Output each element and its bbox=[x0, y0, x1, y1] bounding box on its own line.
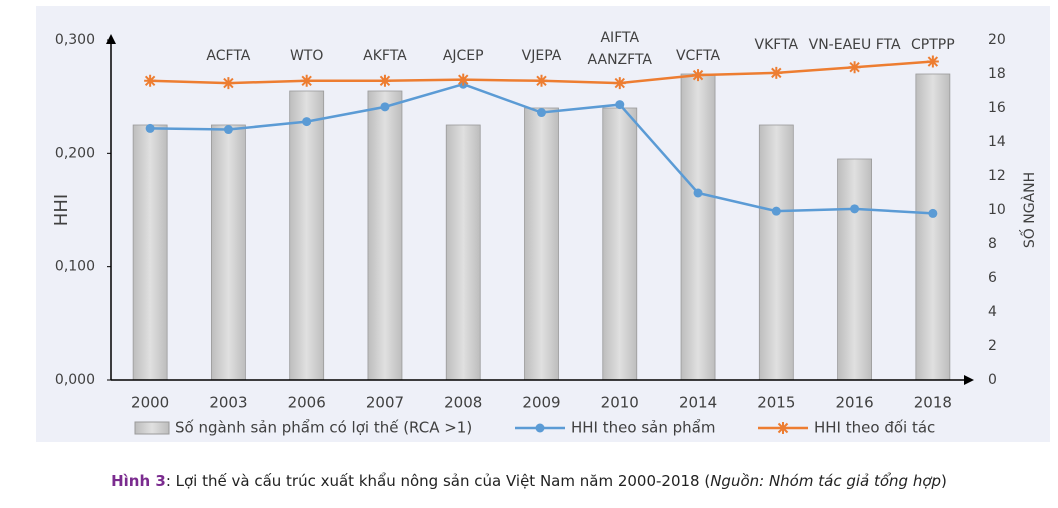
y-tick-label: 0,000 bbox=[55, 372, 95, 388]
caption-label: Hình 3 bbox=[111, 472, 166, 490]
marker bbox=[380, 102, 390, 112]
x-tick-label: 2018 bbox=[914, 394, 952, 412]
bar bbox=[132, 124, 168, 381]
x-tick-label: 2010 bbox=[601, 394, 639, 412]
marker bbox=[613, 77, 626, 90]
marker bbox=[771, 206, 781, 216]
marker bbox=[223, 125, 233, 135]
annotation: AKFTA bbox=[363, 48, 407, 64]
annotation: WTO bbox=[290, 48, 323, 64]
marker bbox=[300, 74, 313, 87]
marker bbox=[535, 74, 548, 87]
marker bbox=[693, 188, 703, 198]
y2-tick-label: 0 bbox=[988, 372, 997, 388]
bar bbox=[915, 73, 951, 381]
y-axis-arrow bbox=[106, 34, 116, 44]
marker bbox=[850, 204, 860, 214]
annotation: AJCEP bbox=[443, 48, 484, 64]
legend-marker bbox=[777, 422, 789, 434]
legend-marker bbox=[535, 423, 545, 433]
x-tick-label: 2000 bbox=[131, 394, 169, 412]
bar bbox=[211, 124, 246, 381]
annotation: CPTPP bbox=[911, 37, 955, 53]
x-tick-label: 2014 bbox=[679, 394, 717, 412]
bar bbox=[445, 124, 481, 381]
bar bbox=[524, 107, 559, 381]
y2-tick-label: 18 bbox=[988, 66, 1006, 82]
y2-tick-label: 10 bbox=[988, 202, 1006, 218]
marker bbox=[302, 117, 312, 127]
y2-tick-label: 4 bbox=[988, 304, 997, 320]
y-axis-label: HHI bbox=[51, 194, 72, 226]
marker bbox=[145, 123, 155, 133]
annotation: VJEPA bbox=[522, 48, 562, 64]
legend-label: HHI theo sản phẩm bbox=[571, 419, 715, 437]
x-tick-label: 2016 bbox=[835, 394, 873, 412]
y-tick-label: 0,100 bbox=[55, 259, 95, 275]
marker bbox=[144, 74, 157, 87]
x-tick-label: 2007 bbox=[366, 394, 404, 412]
marker bbox=[848, 61, 861, 74]
annotation: AANZFTA bbox=[588, 52, 653, 68]
y-tick-label: 0,200 bbox=[55, 145, 95, 161]
marker bbox=[378, 74, 391, 87]
marker bbox=[926, 55, 939, 68]
y2-tick-label: 8 bbox=[988, 236, 997, 252]
bar bbox=[837, 158, 872, 381]
caption-text: : Lợi thế và cấu trúc xuất khẩu nông sản… bbox=[166, 472, 710, 490]
bar bbox=[758, 124, 794, 381]
x-tick-label: 2015 bbox=[757, 394, 795, 412]
marker bbox=[928, 208, 938, 218]
legend-swatch bbox=[134, 421, 170, 435]
marker bbox=[222, 77, 235, 90]
y2-tick-label: 20 bbox=[988, 32, 1006, 48]
caption-end: ) bbox=[941, 472, 947, 490]
marker bbox=[770, 66, 783, 79]
bar bbox=[289, 90, 325, 381]
y2-tick-label: 14 bbox=[988, 134, 1006, 150]
annotation: ACFTA bbox=[206, 48, 250, 64]
x-tick-label: 2006 bbox=[288, 394, 326, 412]
bar bbox=[680, 73, 716, 381]
marker bbox=[692, 69, 705, 82]
x-tick-label: 2009 bbox=[522, 394, 560, 412]
annotation: VCFTA bbox=[676, 48, 721, 64]
legend-label: Số ngành sản phẩm có lợi thế (RCA >1) bbox=[175, 419, 472, 437]
y2-tick-label: 6 bbox=[988, 270, 997, 286]
caption-source: Nguồn: Nhóm tác giả tổng hợp bbox=[710, 472, 941, 490]
annotation: VKFTA bbox=[755, 37, 799, 53]
marker bbox=[615, 100, 625, 110]
x-tick-label: 2008 bbox=[444, 394, 482, 412]
x-axis-arrow bbox=[964, 375, 974, 385]
y2-axis-label: SỐ NGÀNH bbox=[1019, 172, 1038, 248]
caption: Hình 3: Lợi thế và cấu trúc xuất khẩu nô… bbox=[111, 472, 947, 490]
x-tick-label: 2003 bbox=[209, 394, 247, 412]
marker bbox=[537, 108, 546, 118]
y2-tick-label: 16 bbox=[988, 100, 1006, 116]
y-tick-label: 0,300 bbox=[55, 32, 95, 48]
y2-tick-label: 2 bbox=[988, 338, 997, 354]
marker bbox=[457, 73, 470, 86]
legend-label: HHI theo đối tác bbox=[814, 419, 935, 437]
bar bbox=[367, 90, 403, 381]
annotation: VN-EAEU FTA bbox=[809, 37, 901, 53]
y2-tick-label: 12 bbox=[988, 168, 1006, 184]
annotation: AIFTA bbox=[600, 30, 639, 46]
bar bbox=[602, 107, 638, 381]
